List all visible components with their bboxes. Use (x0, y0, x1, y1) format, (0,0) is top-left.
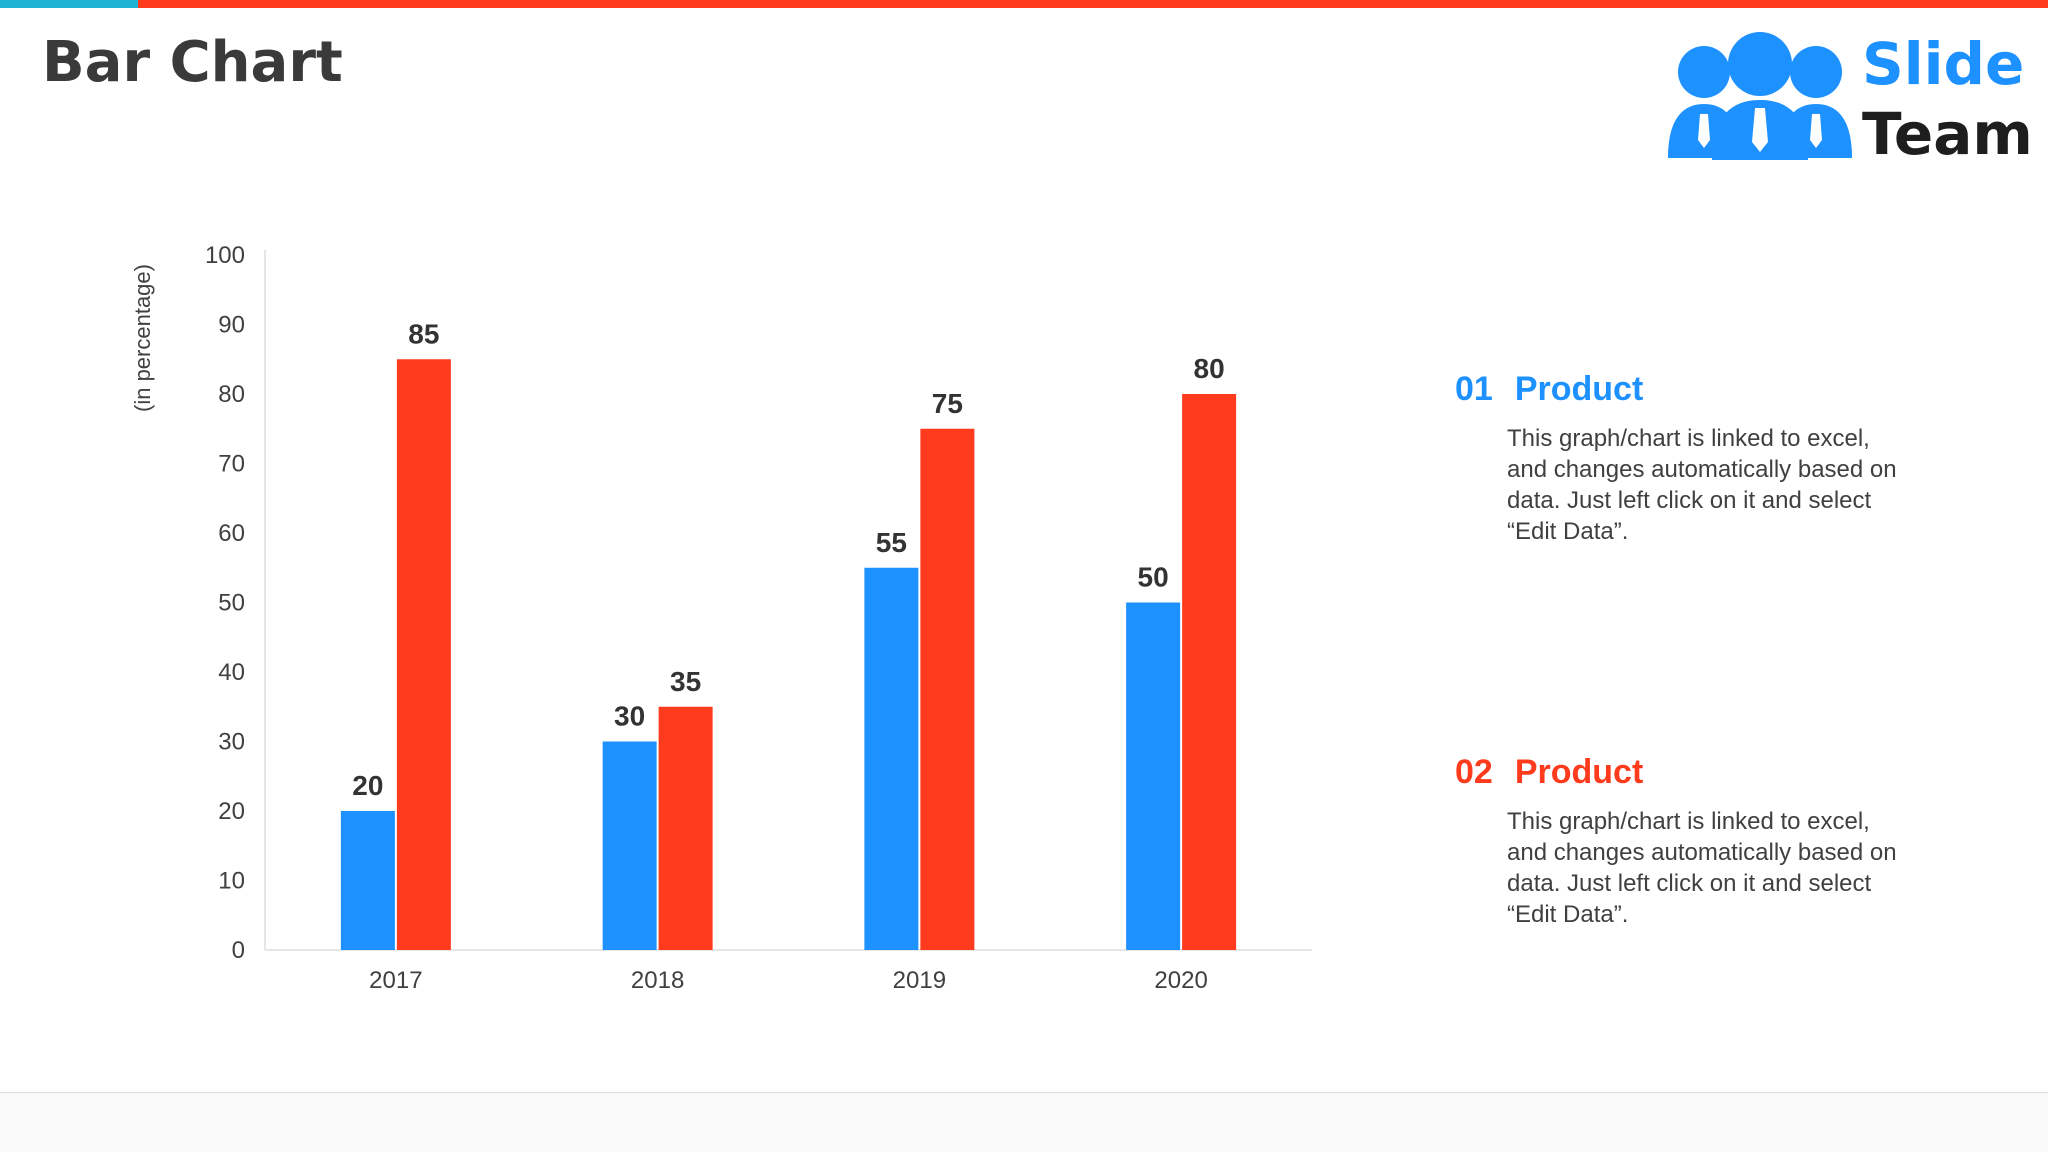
data-label: 50 (1138, 562, 1169, 593)
brand-logo: Slide Team (1660, 28, 2033, 168)
footer-band (0, 1093, 2048, 1152)
x-tick-label: 2017 (369, 967, 422, 994)
people-group-icon (1668, 32, 1852, 160)
data-label: 55 (876, 527, 907, 558)
legend-description: This graph/chart is linked to excel, and… (1507, 808, 1897, 928)
bar (920, 428, 975, 950)
footer-divider (0, 1092, 2048, 1093)
legend-number: 02 (1455, 753, 1493, 791)
top-accent-segment-red (138, 0, 2048, 8)
top-accent-bar (0, 0, 2048, 8)
y-tick-label: 50 (218, 590, 245, 617)
y-tick-label: 60 (218, 520, 245, 547)
data-label: 20 (352, 770, 383, 801)
x-tick-label: 2018 (631, 967, 684, 994)
x-tick-label: 2020 (1154, 967, 1207, 994)
y-tick-label: 0 (232, 937, 245, 964)
y-tick-label: 100 (205, 242, 245, 269)
legend-heading: 02 Product (1455, 753, 1915, 792)
top-accent-segment-cyan (0, 0, 138, 8)
bar-chart: 0 10 20 30 40 50 60 70 80 90 100 2017 20 85 2018 30 35 20… (205, 242, 1312, 994)
page-title: Bar Chart (42, 30, 343, 95)
data-label: 35 (670, 666, 701, 697)
legend-item-product-02: 02 Product This graph/chart is linked to… (1455, 753, 1915, 930)
y-tick-label: 80 (218, 381, 245, 408)
data-label: 30 (614, 701, 645, 732)
logo-word-team: Team (1862, 100, 2033, 168)
logo-word-slide: Slide (1862, 30, 2025, 98)
legend-label: Product (1514, 753, 1644, 791)
data-label: 85 (408, 318, 439, 349)
legend-heading: 01 Product (1455, 370, 1915, 409)
bar (396, 359, 451, 950)
bar (1126, 602, 1181, 950)
bar (340, 811, 395, 950)
data-label: 80 (1194, 353, 1225, 384)
bar (658, 706, 713, 950)
y-tick-label: 70 (218, 451, 245, 478)
legend-label: Product (1514, 370, 1644, 408)
bar (1182, 394, 1237, 950)
y-tick-label: 40 (218, 659, 245, 686)
y-tick-label: 20 (218, 798, 245, 825)
bar (602, 741, 657, 950)
y-tick-label: 90 (218, 312, 245, 339)
x-tick-label: 2019 (893, 967, 946, 994)
bar (864, 567, 919, 950)
y-tick-label: 10 (218, 868, 245, 895)
y-tick-label: 30 (218, 729, 245, 756)
legend-number: 01 (1455, 370, 1493, 408)
data-label: 75 (932, 388, 963, 419)
legend-item-product-01: 01 Product This graph/chart is linked to… (1455, 370, 1915, 547)
legend-description: This graph/chart is linked to excel, and… (1507, 425, 1897, 545)
